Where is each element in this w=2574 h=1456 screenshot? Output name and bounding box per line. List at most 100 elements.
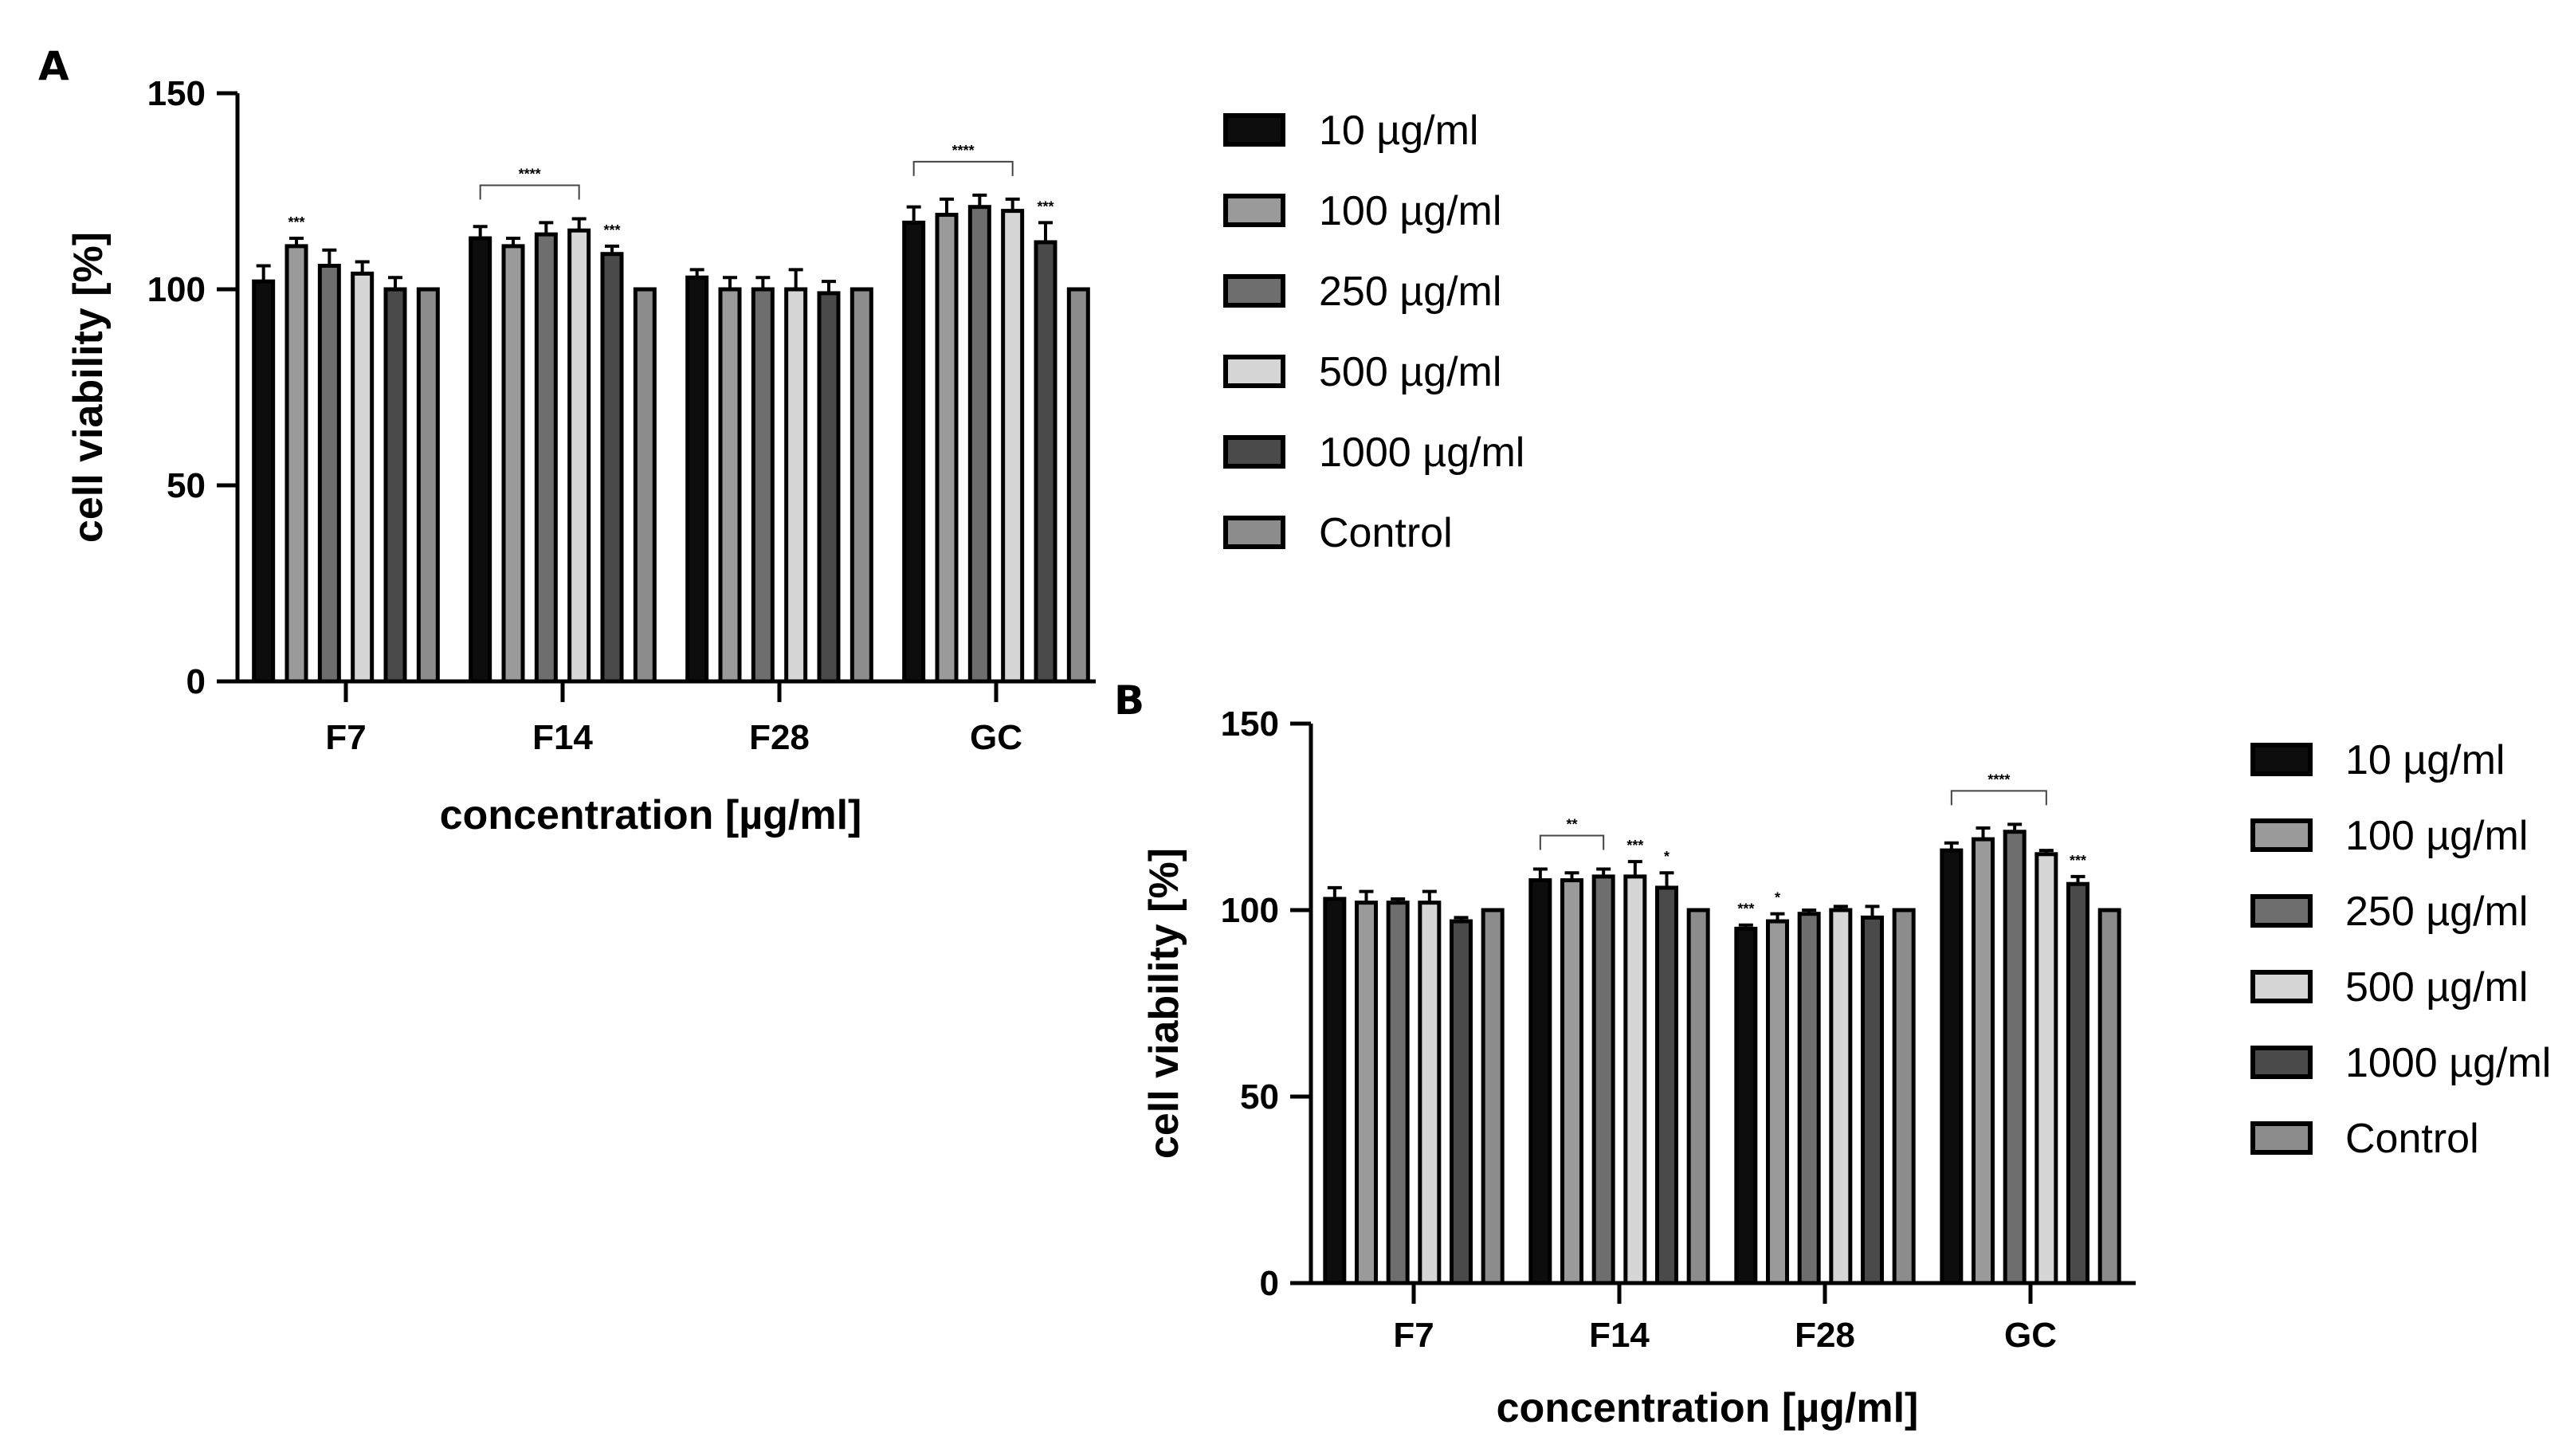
bar-a-f14-3 <box>567 228 591 684</box>
significance-marker-b-6: *** <box>2070 853 2086 869</box>
bar-b-f28-2 <box>1797 912 1821 1285</box>
x-tick-label-a-f28: F28 <box>749 718 810 757</box>
legend-swatch-a-0 <box>1223 113 1285 147</box>
x-tick-label-b-f28: F28 <box>1795 1316 1855 1355</box>
legend-swatch-b-5 <box>2250 1121 2313 1155</box>
legend-swatch-a-4 <box>1223 435 1285 469</box>
y-axis-title-a: cell viability [%] <box>65 232 112 543</box>
x-tick-label-b-f7: F7 <box>1393 1316 1434 1355</box>
bar-a-f7-5 <box>416 287 440 684</box>
panel-label-b: B <box>1114 677 1144 724</box>
legend-label-b-3: 500 µg/ml <box>2345 964 2528 1011</box>
bar-a-f14-0 <box>469 236 492 684</box>
bar-a-f28-4 <box>817 291 841 684</box>
bar-a-gc-1 <box>935 213 959 684</box>
legend-label-b-1: 100 µg/ml <box>2345 813 2528 859</box>
bar-b-f14-3 <box>1623 874 1647 1285</box>
legend-swatch-b-3 <box>2250 970 2313 1003</box>
bar-a-f28-1 <box>718 287 742 684</box>
legend-swatch-a-1 <box>1223 194 1285 227</box>
significance-bracket-b-0 <box>1539 834 1605 850</box>
bar-b-gc-5 <box>2097 908 2121 1285</box>
bar-a-f28-2 <box>751 287 775 684</box>
y-tick-label-b-0: 0 <box>1260 1264 1279 1303</box>
bar-a-f7-1 <box>284 244 308 684</box>
significance-marker-b-1: *** <box>1626 838 1643 854</box>
bar-a-gc-2 <box>967 205 991 684</box>
legend-swatch-b-4 <box>2250 1046 2313 1079</box>
bar-a-gc-3 <box>1001 209 1025 684</box>
bar-b-f7-5 <box>1481 908 1505 1285</box>
significance-marker-b-4: * <box>1775 890 1780 906</box>
legend-swatch-a-2 <box>1223 274 1285 308</box>
bar-b-gc-3 <box>2034 852 2058 1285</box>
significance-marker-b-2: * <box>1664 849 1670 865</box>
legend-label-a-0: 10 µg/ml <box>1319 108 1478 154</box>
bar-a-f28-5 <box>849 287 873 684</box>
panel-label-a: A <box>38 43 69 89</box>
x-tick-label-b-f14: F14 <box>1589 1316 1650 1355</box>
bar-b-f28-3 <box>1829 908 1853 1285</box>
bar-b-f7-2 <box>1386 901 1410 1285</box>
legend-label-a-3: 500 µg/ml <box>1319 349 1501 395</box>
legend-swatch-a-5 <box>1223 516 1285 549</box>
y-tick-label-a-0: 0 <box>186 662 206 701</box>
bar-b-f7-3 <box>1418 901 1442 1285</box>
legend-swatch-b-1 <box>2250 818 2313 852</box>
bar-a-f14-4 <box>600 252 624 684</box>
legend-label-a-5: Control <box>1319 510 1453 556</box>
legend-label-a-4: 1000 µg/ml <box>1319 430 1524 476</box>
significance-marker-b-5: **** <box>1987 771 2010 787</box>
x-tick-label-a-f14: F14 <box>532 718 593 757</box>
legend-label-b-5: Control <box>2345 1116 2479 1162</box>
y-tick-label-b-100: 100 <box>1221 891 1279 930</box>
legend-swatch-a-3 <box>1223 355 1285 388</box>
significance-marker-a-2: *** <box>603 222 620 238</box>
x-axis-title-a: concentration [µg/ml] <box>440 792 862 838</box>
bar-a-f7-4 <box>383 287 407 684</box>
bar-b-f7-4 <box>1450 919 1473 1285</box>
bar-b-f7-0 <box>1323 897 1347 1285</box>
bar-a-gc-5 <box>1066 287 1090 684</box>
legend-label-b-4: 1000 µg/ml <box>2345 1040 2551 1086</box>
bar-b-gc-4 <box>2066 881 2089 1285</box>
bar-a-gc-4 <box>1034 240 1057 684</box>
bar-b-gc-0 <box>1940 848 1964 1285</box>
bar-b-f28-5 <box>1892 908 1916 1285</box>
legend-label-a-1: 100 µg/ml <box>1319 188 1501 234</box>
significance-bracket-a-1 <box>479 184 580 200</box>
legend-label-b-2: 250 µg/ml <box>2345 889 2528 935</box>
bar-a-f14-1 <box>501 244 525 684</box>
legend-label-b-0: 10 µg/ml <box>2345 737 2505 783</box>
legend-swatch-b-2 <box>2250 894 2313 928</box>
bar-b-f14-1 <box>1560 878 1583 1285</box>
bar-a-f28-3 <box>784 287 808 684</box>
bar-b-f14-2 <box>1591 874 1615 1285</box>
significance-marker-a-3: **** <box>952 143 975 159</box>
bar-a-f7-0 <box>252 279 276 684</box>
bar-b-f28-0 <box>1734 926 1758 1285</box>
bar-b-f28-4 <box>1861 915 1884 1285</box>
x-tick-label-a-gc: GC <box>970 718 1022 757</box>
significance-marker-a-1: **** <box>519 166 541 182</box>
bar-a-f14-5 <box>633 287 657 684</box>
bar-b-f28-1 <box>1766 919 1789 1285</box>
bar-b-f14-5 <box>1686 908 1710 1285</box>
y-tick-label-a-150: 150 <box>147 74 206 113</box>
bar-b-gc-1 <box>1972 837 1995 1285</box>
y-tick-label-a-100: 100 <box>147 270 206 309</box>
significance-marker-a-4: *** <box>1037 198 1054 214</box>
bar-b-gc-2 <box>2003 830 2027 1285</box>
bar-b-f14-4 <box>1655 885 1678 1285</box>
legend-swatch-b-0 <box>2250 743 2313 776</box>
bar-a-f14-2 <box>534 232 558 684</box>
bar-a-f7-3 <box>351 271 375 684</box>
y-tick-label-b-150: 150 <box>1221 704 1279 744</box>
significance-marker-a-0: *** <box>288 214 304 230</box>
bar-a-gc-0 <box>902 220 926 684</box>
significance-marker-b-3: *** <box>1737 901 1754 917</box>
significance-bracket-b-5 <box>1950 790 2047 806</box>
x-tick-label-a-f7: F7 <box>325 718 366 757</box>
